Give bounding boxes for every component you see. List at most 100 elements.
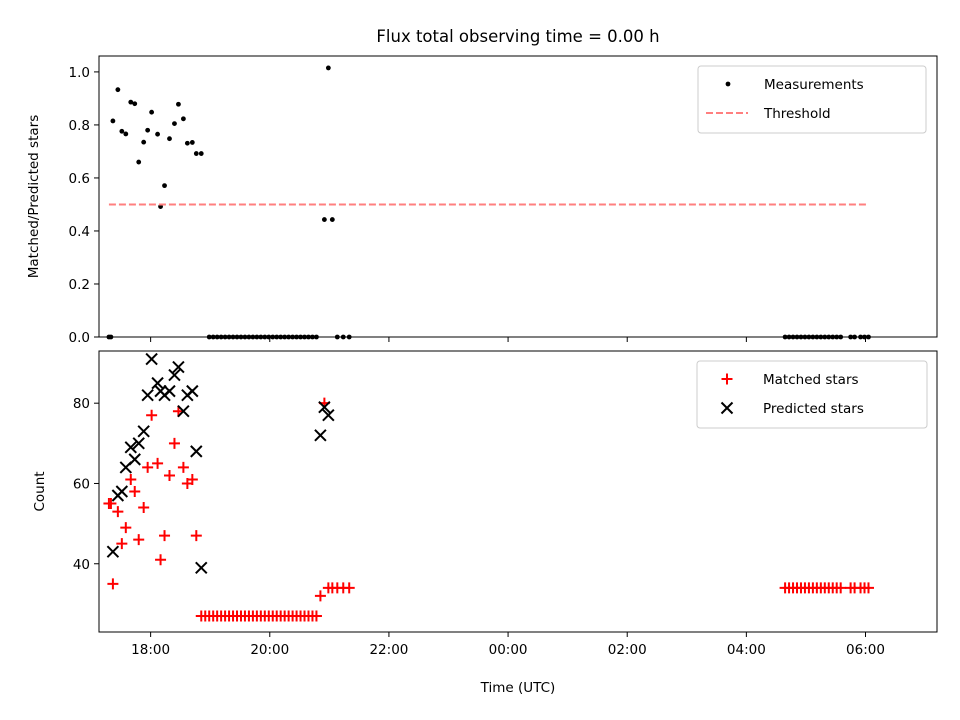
data-point xyxy=(282,334,288,340)
data-point xyxy=(152,457,164,469)
x-tick-label: 20:00 xyxy=(250,642,289,658)
data-point xyxy=(314,334,319,340)
data-point xyxy=(141,388,154,402)
x-tick-label: 18:00 xyxy=(131,642,170,658)
legend-box xyxy=(697,65,927,134)
data-point xyxy=(163,384,176,398)
data-point xyxy=(149,109,155,115)
data-point xyxy=(814,334,820,340)
data-point xyxy=(238,334,244,340)
data-point xyxy=(115,485,129,498)
data-point xyxy=(193,151,199,156)
data-point xyxy=(826,334,832,340)
x-tick-label: 22:00 xyxy=(369,642,408,658)
data-point xyxy=(262,334,268,340)
data-point xyxy=(128,99,134,105)
x-axis-label: Time (UTC) xyxy=(480,680,556,696)
data-point xyxy=(721,373,733,385)
data-point xyxy=(234,334,240,340)
series-predicted-stars xyxy=(106,352,335,574)
data-point xyxy=(790,334,796,340)
series-matched-stars xyxy=(103,397,874,622)
data-point xyxy=(210,334,216,340)
data-point xyxy=(168,437,180,449)
data-point xyxy=(106,545,120,558)
data-point xyxy=(278,334,284,340)
data-point xyxy=(163,469,175,481)
x-tick-label: 06:00 xyxy=(846,642,885,658)
data-point xyxy=(286,334,292,340)
legend-box xyxy=(696,360,928,429)
data-point xyxy=(189,140,195,145)
data-point xyxy=(168,368,181,382)
data-point xyxy=(318,400,331,414)
data-point xyxy=(115,87,121,93)
data-point xyxy=(214,334,220,340)
data-point xyxy=(107,578,119,590)
data-point xyxy=(136,159,142,165)
data-point xyxy=(137,425,150,438)
data-point xyxy=(329,217,335,222)
data-point xyxy=(142,461,154,473)
data-point xyxy=(133,534,145,546)
legend-label: Predicted stars xyxy=(763,401,864,417)
data-point xyxy=(108,334,114,340)
data-point xyxy=(798,334,804,340)
data-point xyxy=(802,334,808,340)
data-point xyxy=(172,121,177,126)
data-point xyxy=(105,498,117,510)
data-point xyxy=(195,561,208,574)
data-point xyxy=(848,334,854,340)
data-point xyxy=(159,530,171,542)
data-point xyxy=(866,334,871,340)
data-point xyxy=(206,334,212,340)
data-point xyxy=(862,582,874,594)
data-point xyxy=(172,360,185,374)
data-point xyxy=(177,461,189,473)
data-point xyxy=(176,101,181,107)
data-point xyxy=(810,334,816,340)
data-point xyxy=(720,401,734,415)
top-panel: 0.0 0.2 0.4 0.6 0.8 1.0 Matched/Predicted star… xyxy=(26,55,938,346)
data-point xyxy=(258,334,264,340)
data-point xyxy=(167,136,172,142)
data-point xyxy=(180,116,186,122)
data-point xyxy=(314,429,327,442)
data-point xyxy=(198,151,204,156)
data-point xyxy=(125,473,137,485)
data-point xyxy=(132,437,145,450)
data-point xyxy=(806,334,812,340)
data-point xyxy=(120,522,132,534)
data-point xyxy=(177,405,190,418)
data-point xyxy=(834,334,840,340)
data-point xyxy=(230,334,236,340)
data-point xyxy=(862,334,867,340)
data-point xyxy=(254,334,260,340)
data-point xyxy=(132,101,138,107)
data-point xyxy=(128,453,141,466)
data-point xyxy=(322,409,335,422)
data-point xyxy=(298,334,303,340)
data-point xyxy=(310,610,322,622)
data-point xyxy=(346,334,352,340)
chart-title: Flux total observing time = 0.00 h xyxy=(376,27,659,46)
data-point xyxy=(852,334,857,340)
y-tick-label: 80 xyxy=(73,396,90,412)
bottom-axes-frame xyxy=(98,350,938,633)
data-point xyxy=(302,334,307,340)
data-point xyxy=(242,334,248,340)
top-y-axis-label: Matched/Predicted stars xyxy=(26,115,42,278)
data-point xyxy=(129,486,141,497)
bottom-panel: 18:00 20:00 22:00 00:00 02:00 04:00 06:00 40 60 8… xyxy=(32,350,938,658)
y-tick-label: 1.0 xyxy=(69,65,90,81)
bottom-legend: Matched stars Predicted stars xyxy=(696,360,928,429)
top-axes-frame xyxy=(98,55,938,338)
data-point xyxy=(146,409,158,421)
data-point xyxy=(112,506,124,518)
legend-label: Measurements xyxy=(764,77,864,93)
data-point xyxy=(145,352,158,366)
y-tick-label: 0.2 xyxy=(69,277,90,293)
series-measurements xyxy=(106,65,871,340)
data-point xyxy=(838,334,844,340)
